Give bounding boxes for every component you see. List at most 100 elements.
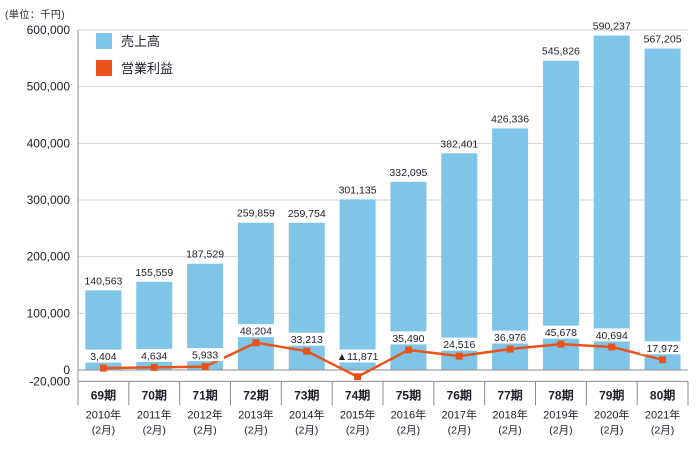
sales-value-label: 332,095 xyxy=(389,167,427,179)
profit-value-label: 4,634 xyxy=(141,350,167,362)
x-label-month: (2月) xyxy=(92,424,115,436)
profit-label-bg xyxy=(437,337,482,351)
profit-marker xyxy=(455,352,463,360)
profit-label-bg xyxy=(640,341,685,355)
x-label-period: 77期 xyxy=(497,387,522,402)
y-tick-label: 600,000 xyxy=(27,23,71,37)
x-label-year: 2011年 xyxy=(137,407,172,421)
x-label-month: (2月) xyxy=(651,424,674,436)
sales-value-label: 567,205 xyxy=(644,34,682,46)
x-label-year: 2021年 xyxy=(645,407,680,421)
sales-bar xyxy=(339,199,376,370)
legend-item-sales: 売上高 xyxy=(96,31,173,50)
profit-value-label: 48,204 xyxy=(240,326,272,338)
profit-value-label: 40,694 xyxy=(596,330,628,342)
profit-value-label: 36,976 xyxy=(494,332,526,344)
x-label-year: 2018年 xyxy=(492,407,527,421)
legend-item-profit: 営業利益 xyxy=(96,58,173,77)
x-label-month: (2月) xyxy=(397,424,420,436)
profit-label-bg xyxy=(284,332,329,346)
profit-value-label: 35,490 xyxy=(392,333,424,345)
x-label-year: 2014年 xyxy=(289,407,324,421)
profit-marker xyxy=(303,347,311,355)
profit-value-label: ▲11,871 xyxy=(337,351,379,363)
x-label-month: (2月) xyxy=(600,424,623,436)
profit-label-bg xyxy=(135,348,174,362)
x-label-month: (2月) xyxy=(143,424,166,436)
profit-value-label: 3,404 xyxy=(90,351,116,363)
x-label-period: 79期 xyxy=(599,387,624,402)
sales-value-label: 382,401 xyxy=(440,138,478,150)
profit-label-bg xyxy=(332,349,383,363)
profit-marker xyxy=(99,364,107,372)
x-label-year: 2017年 xyxy=(442,407,477,421)
profit-marker xyxy=(404,346,412,354)
x-label-period: 71期 xyxy=(192,387,217,402)
profit-value-label: 17,972 xyxy=(647,343,679,355)
x-label-month: (2月) xyxy=(193,424,216,436)
y-tick-label: 0 xyxy=(63,363,70,377)
profit-label-bg xyxy=(589,328,634,342)
x-label-year: 2019年 xyxy=(543,407,578,421)
x-label-period: 73期 xyxy=(294,387,319,402)
x-label-year: 2020年 xyxy=(594,407,629,421)
sales-value-label: 187,529 xyxy=(186,249,224,261)
sales-value-label: 301,135 xyxy=(339,184,377,196)
x-label-month: (2月) xyxy=(346,424,369,436)
profit-marker xyxy=(659,356,667,364)
sales-value-label: 426,336 xyxy=(491,113,529,125)
y-tick-label: 100,000 xyxy=(27,306,71,320)
sales-value-label: 259,859 xyxy=(237,208,275,220)
sales-value-label: 155,559 xyxy=(135,267,173,279)
x-label-month: (2月) xyxy=(244,424,267,436)
profit-marker xyxy=(557,340,565,348)
profit-label-bg xyxy=(386,331,431,345)
profit-marker xyxy=(354,373,362,381)
x-label-period: 69期 xyxy=(91,387,116,402)
profit-value-label: 24,516 xyxy=(443,339,475,351)
x-label-month: (2月) xyxy=(498,424,521,436)
sales-bar xyxy=(542,60,579,370)
legend: 売上高 営業利益 xyxy=(96,31,173,77)
x-label-period: 70期 xyxy=(142,387,167,402)
profit-label-bg xyxy=(487,330,533,344)
y-tick-label: 400,000 xyxy=(27,136,71,150)
sales-bar xyxy=(492,128,529,370)
y-tick-label: 200,000 xyxy=(27,250,71,264)
sales-bar xyxy=(644,48,681,370)
y-tick-label: 500,000 xyxy=(27,80,71,94)
x-label-month: (2月) xyxy=(295,424,318,436)
legend-label-sales: 売上高 xyxy=(121,34,161,49)
x-label-year: 2015年 xyxy=(340,407,375,421)
profit-label-bg xyxy=(538,325,584,339)
sales-bar xyxy=(441,153,478,370)
x-label-year: 2016年 xyxy=(391,407,426,421)
x-label-period: 76期 xyxy=(447,387,472,402)
profit-marker xyxy=(506,345,514,353)
sales-value-label: 545,826 xyxy=(542,46,580,58)
x-label-period: 78期 xyxy=(548,387,573,402)
profit-marker xyxy=(201,363,209,371)
x-label-period: 75期 xyxy=(396,387,421,402)
legend-label-profit: 営業利益 xyxy=(121,61,174,76)
profit-marker xyxy=(608,343,616,351)
sales-value-label: 259,754 xyxy=(288,208,326,220)
unit-label: (単位：千円) xyxy=(5,10,66,21)
x-label-period: 74期 xyxy=(345,387,370,402)
sales-bar xyxy=(593,35,630,370)
profit-value-label: 5,933 xyxy=(192,350,218,362)
x-label-period: 80期 xyxy=(650,387,675,402)
x-label-year: 2010年 xyxy=(86,407,121,421)
y-tick-label: -20,000 xyxy=(29,374,70,388)
profit-line xyxy=(103,341,663,379)
sales-value-label: 590,237 xyxy=(593,21,631,33)
y-tick-label: 300,000 xyxy=(27,193,71,207)
x-label-year: 2013年 xyxy=(238,407,273,421)
profit-swatch xyxy=(96,59,112,76)
profit-label-bg xyxy=(186,348,225,362)
x-label-period: 72期 xyxy=(243,387,268,402)
x-label-year: 2012年 xyxy=(187,407,222,421)
profit-value-label: 33,213 xyxy=(291,334,323,346)
